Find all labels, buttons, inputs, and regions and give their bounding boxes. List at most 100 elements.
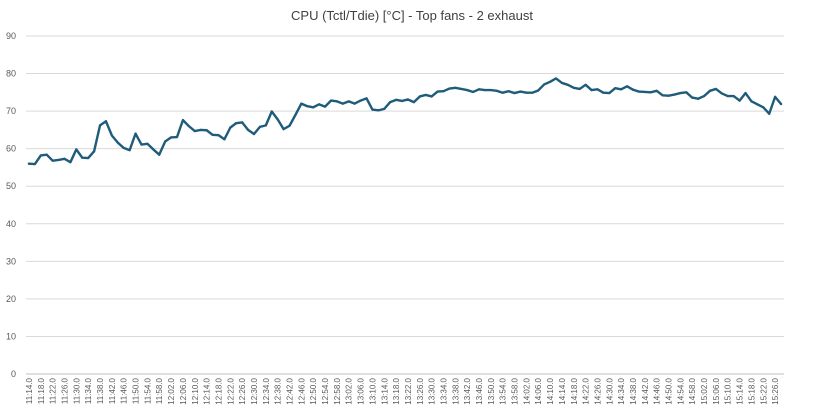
y-tick-label: 80 <box>6 69 16 79</box>
data-point <box>489 88 492 92</box>
data-point <box>93 150 96 153</box>
data-point <box>175 135 179 139</box>
y-tick-label: 90 <box>6 31 16 41</box>
x-tick-label: 11:22.0 <box>49 377 58 404</box>
x-tick-label: 13:26.0 <box>416 377 425 404</box>
x-tick-label: 12:18.0 <box>214 377 223 404</box>
data-point <box>412 100 415 104</box>
data-point <box>152 148 155 151</box>
data-point <box>353 102 356 105</box>
data-point <box>525 91 528 94</box>
x-tick-label: 12:42.0 <box>286 377 295 404</box>
data-point <box>513 91 516 95</box>
data-point <box>81 156 84 159</box>
data-point <box>537 89 540 92</box>
data-point <box>33 162 36 166</box>
x-tick-label: 13:14.0 <box>380 377 389 404</box>
x-tick-label: 11:26.0 <box>60 377 69 404</box>
data-point <box>631 88 635 91</box>
data-point <box>75 148 78 151</box>
x-tick-label: 12:38.0 <box>274 377 283 404</box>
x-tick-label: 14:26.0 <box>593 377 602 404</box>
data-point <box>466 88 469 92</box>
x-tick-label: 11:50.0 <box>132 377 141 404</box>
x-tick-label: 15:02.0 <box>700 377 709 404</box>
data-point <box>158 153 161 156</box>
x-tick-label: 13:54.0 <box>499 377 508 404</box>
x-tick-label: 14:54.0 <box>676 377 685 404</box>
y-tick-label: 50 <box>6 181 16 191</box>
data-point <box>140 143 143 146</box>
data-point <box>590 88 593 92</box>
x-tick-label: 11:46.0 <box>120 377 129 404</box>
data-point <box>400 99 404 103</box>
x-tick-label: 12:02.0 <box>167 377 176 404</box>
y-tick-label: 70 <box>6 106 16 116</box>
x-tick-label: 12:58.0 <box>333 377 342 404</box>
x-tick-label: 14:38.0 <box>629 377 638 404</box>
x-tick-label: 15:26.0 <box>771 377 780 404</box>
data-point <box>584 83 587 86</box>
data-point <box>329 99 333 102</box>
data-point <box>483 88 487 92</box>
data-point <box>181 119 185 122</box>
data-point <box>655 89 658 92</box>
x-axis-tick-labels: 11:14.0 11:18.0 11:22.0 11:26.0 11:30.0 11:34… <box>25 377 780 404</box>
x-tick-label: 14:10.0 <box>546 377 555 404</box>
data-point <box>714 87 717 91</box>
x-tick-label: 12:06.0 <box>179 377 188 404</box>
data-point <box>779 102 783 106</box>
data-point <box>744 91 747 95</box>
data-point <box>45 153 48 156</box>
data-point <box>649 91 652 94</box>
data-point <box>774 95 777 98</box>
data-point <box>323 105 327 108</box>
data-point <box>104 120 108 123</box>
y-tick-label: 20 <box>6 294 16 304</box>
x-tick-label: 13:30.0 <box>428 377 437 404</box>
data-point <box>708 89 712 92</box>
data-point <box>442 90 445 93</box>
y-tick-label: 30 <box>6 256 16 266</box>
x-tick-label: 13:22.0 <box>404 377 413 404</box>
data-point <box>756 103 759 106</box>
data-point <box>395 98 398 101</box>
x-tick-label: 11:34.0 <box>84 377 93 404</box>
data-point <box>418 95 421 98</box>
data-point <box>620 88 623 91</box>
data-point <box>229 126 232 129</box>
data-point <box>264 124 267 127</box>
data-point <box>288 124 291 127</box>
data-point <box>738 99 741 102</box>
data-point <box>507 90 510 93</box>
data-point <box>448 87 451 90</box>
data-point <box>430 95 433 98</box>
x-tick-label: 12:22.0 <box>226 377 235 404</box>
y-tick-label: 60 <box>6 144 16 154</box>
x-tick-label: 14:58.0 <box>688 377 697 404</box>
data-point <box>187 125 190 128</box>
data-point <box>661 94 664 97</box>
x-tick-label: 13:34.0 <box>439 377 448 404</box>
x-tick-label: 13:42.0 <box>463 377 472 404</box>
x-tick-label: 13:58.0 <box>511 377 520 404</box>
data-point <box>454 86 457 89</box>
gridlines <box>26 35 784 337</box>
x-tick-label: 11:14.0 <box>25 377 34 404</box>
data-point <box>667 94 670 97</box>
x-tick-label: 15:10.0 <box>724 377 733 404</box>
y-tick-label: 0 <box>11 369 16 379</box>
x-tick-label: 14:06.0 <box>534 377 543 404</box>
data-point <box>685 91 688 94</box>
data-point <box>223 138 226 141</box>
data-point <box>51 159 54 162</box>
data-point <box>750 100 753 103</box>
data-point <box>282 128 285 131</box>
data-point <box>318 103 321 106</box>
x-tick-label: 13:02.0 <box>345 377 354 404</box>
data-point <box>270 110 273 113</box>
x-tick-label: 13:18.0 <box>392 377 401 404</box>
data-point <box>720 92 723 95</box>
data-point <box>673 93 676 96</box>
